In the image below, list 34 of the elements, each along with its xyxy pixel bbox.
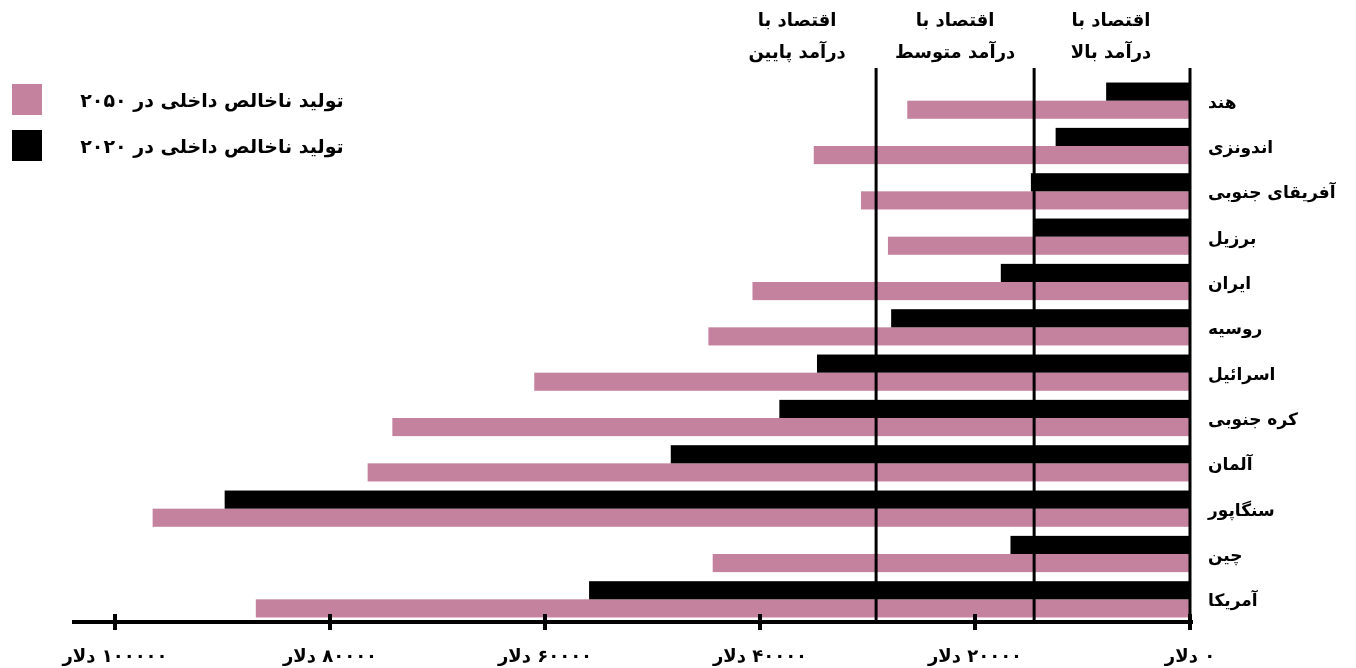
y-tick-label: چین	[1208, 545, 1243, 566]
legend-label: تولید ناخالص داخلی در ۲۰۵۰	[80, 89, 344, 112]
ref-line-label: اقتصاد با درآمد متوسط	[894, 9, 1016, 63]
y-tick-label: آفریقای جنوبی	[1208, 181, 1337, 204]
ref-line-label: اقتصاد با درآمد بالا	[1070, 9, 1152, 62]
y-tick-label: برزیل	[1208, 227, 1257, 249]
bar	[907, 100, 1190, 119]
y-tick-label: اندونزی	[1208, 137, 1274, 158]
y-tick-label: ایران	[1208, 273, 1252, 294]
bar	[861, 191, 1190, 210]
ref-line-label: اقتصاد با درآمد پایین	[748, 9, 846, 63]
x-tick-label: ۲۰۰۰۰ دلار	[926, 645, 1023, 666]
bar	[712, 554, 1190, 573]
bar	[887, 236, 1190, 255]
y-tick-label: روسیه	[1208, 318, 1263, 340]
x-tick-label: ۱۰۰۰۰۰ دلار	[61, 645, 168, 666]
bar	[708, 327, 1190, 346]
y-tick-label: آلمان	[1208, 453, 1254, 475]
y-tick-label: کره جنوبی	[1208, 409, 1298, 430]
y-tick-label: هند	[1208, 91, 1237, 112]
y-tick-label: اسرائیل	[1208, 363, 1276, 385]
legend-label: تولید ناخالص داخلی در ۲۰۲۰	[80, 135, 344, 158]
y-tick-label: آمریکا	[1208, 589, 1259, 612]
bar	[152, 508, 1191, 527]
y-tick-label: سنگاپور	[1207, 499, 1275, 521]
bar	[367, 463, 1190, 482]
bar	[534, 372, 1190, 391]
bar	[813, 146, 1190, 165]
x-tick-label: ۴۰۰۰۰ دلار	[711, 645, 808, 666]
x-tick-label: ۶۰۰۰۰ دلار	[496, 645, 593, 666]
x-tick-label: ۸۰۰۰۰ دلار	[281, 645, 378, 666]
x-tick-label: ۰ دلار	[1163, 645, 1216, 666]
bar	[392, 418, 1190, 437]
bar	[752, 282, 1190, 301]
